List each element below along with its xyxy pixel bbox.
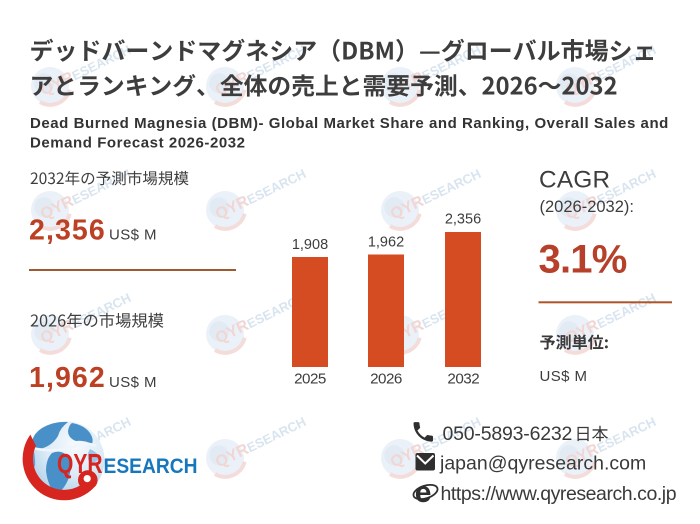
- svg-text:1,908: 1,908: [292, 237, 328, 253]
- svg-text:QYR: QYR: [57, 448, 103, 479]
- svg-text:050-5893-6232: 050-5893-6232: [443, 423, 573, 445]
- svg-text:Demand Forecast 2026-2032: Demand Forecast 2026-2032: [30, 135, 246, 152]
- svg-text:US$ M: US$ M: [540, 368, 588, 385]
- svg-text:https://www.qyresearch.co.jp: https://www.qyresearch.co.jp: [441, 483, 677, 505]
- svg-text:CAGR: CAGR: [539, 166, 610, 193]
- svg-text:2,356: 2,356: [445, 212, 481, 228]
- svg-text:2032: 2032: [447, 370, 479, 387]
- svg-text:Dead Burned Magnesia (DBM)- Gl: Dead Burned Magnesia (DBM)- Global Marke…: [30, 115, 669, 132]
- svg-text:US$ M: US$ M: [109, 374, 157, 391]
- svg-text:ESEARCH: ESEARCH: [104, 454, 198, 478]
- svg-text:2026: 2026: [370, 370, 402, 387]
- svg-text:(2026-2032):: (2026-2032):: [540, 198, 634, 216]
- svg-text:1,962: 1,962: [29, 362, 106, 394]
- svg-text:US$ M: US$ M: [109, 227, 157, 244]
- svg-text:2,356: 2,356: [29, 215, 106, 247]
- svg-text:1,962: 1,962: [368, 234, 404, 250]
- svg-text:japan@qyresearch.com: japan@qyresearch.com: [439, 453, 646, 475]
- svg-text:e: e: [415, 476, 432, 509]
- svg-text:2025: 2025: [294, 370, 326, 387]
- svg-text:3.1%: 3.1%: [539, 238, 627, 282]
